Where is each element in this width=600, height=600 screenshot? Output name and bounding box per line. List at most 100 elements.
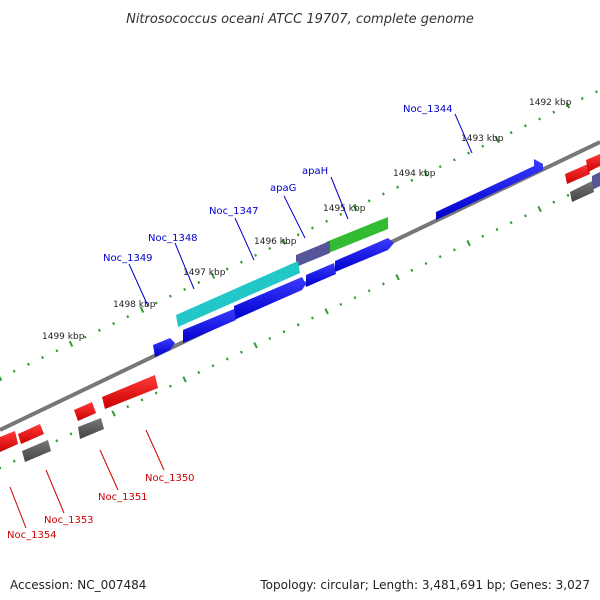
tick-mark-minor: [83, 335, 87, 339]
label-noc1347[interactable]: Noc_1347: [209, 206, 259, 217]
gene-noc1350[interactable]: [102, 375, 158, 409]
tick-mark-minor: [12, 459, 16, 463]
tick-mark-minor: [552, 110, 556, 114]
tick-mark-minor: [538, 117, 542, 121]
tick-mark-minor: [268, 246, 272, 251]
tick-mark-minor: [566, 193, 570, 197]
gene-noc1349[interactable]: [153, 338, 175, 357]
tick-mark-major: [253, 342, 258, 349]
tick-mark-major: [0, 375, 3, 382]
gene-right-edge-purple[interactable]: [592, 172, 600, 190]
tick-mark-major: [494, 136, 500, 143]
tick-mark-minor: [183, 287, 187, 291]
tick-mark-minor: [310, 316, 314, 320]
tick-mark-minor: [140, 398, 144, 402]
gene-rna-lower[interactable]: [22, 440, 51, 462]
tick-label-1496: 1496 kbp: [254, 237, 297, 247]
tick-mark-major: [466, 239, 471, 247]
gene-forward-3[interactable]: [183, 309, 236, 343]
map-title: Nitrosococcus oceani ATCC 19707, complet…: [126, 12, 474, 27]
reverse-gene-labels: Noc_1350 Noc_1351 Noc_1353 Noc_1354: [7, 429, 195, 541]
tick-mark-minor: [339, 212, 343, 216]
forward-gene-labels: Noc_1344 apaH apaG Noc_1347 Noc_1348 Noc…: [103, 104, 473, 307]
tick-mark-minor: [410, 268, 414, 272]
gene-right-edge-gray[interactable]: [570, 181, 594, 202]
tick-mark-minor: [552, 200, 556, 204]
tick-mark-minor: [310, 226, 314, 230]
tick-mark-minor: [296, 233, 300, 237]
tick-mark-major: [281, 238, 287, 245]
tick-label-1494: 1494 kbp: [393, 169, 436, 179]
label-noc1348[interactable]: Noc_1348: [148, 233, 198, 244]
tick-mark-minor: [438, 255, 442, 259]
gene-noc1348[interactable]: [234, 277, 306, 320]
tick-mark-minor: [239, 260, 243, 264]
tick-mark-major: [68, 340, 74, 348]
label-noc1349[interactable]: Noc_1349: [103, 253, 153, 264]
gene-noc1354[interactable]: [0, 431, 18, 452]
tick-mark-minor: [112, 321, 116, 325]
tick-mark-minor: [509, 131, 513, 135]
tick-mark-minor: [438, 165, 442, 169]
label-noc1344[interactable]: Noc_1344: [403, 104, 453, 115]
gene-noc1344[interactable]: [436, 159, 543, 220]
tick-mark-minor: [367, 199, 371, 203]
gene-noc1353[interactable]: [18, 424, 44, 444]
tick-mark-minor: [197, 281, 201, 285]
tick-mark-minor: [154, 301, 158, 305]
tick-mark-minor: [452, 158, 456, 162]
tick-mark-major: [324, 308, 329, 315]
tick-mark-minor: [126, 405, 130, 409]
accession-text: Accession: NC_007484: [10, 578, 147, 592]
tick-mark-minor: [268, 336, 272, 341]
tick-mark-major: [395, 273, 400, 281]
tick-mark-minor: [254, 253, 258, 257]
tick-label-1493: 1493 kbp: [461, 134, 504, 144]
tick-mark-minor: [353, 296, 357, 300]
gene-apag[interactable]: [296, 241, 330, 267]
tick-mark-minor: [580, 97, 584, 101]
tick-mark-minor: [282, 330, 286, 334]
tick-mark-minor: [211, 364, 215, 368]
label-noc1353[interactable]: Noc_1353: [44, 515, 94, 526]
gene-forward-2[interactable]: [306, 263, 336, 287]
tick-mark-minor: [296, 323, 300, 327]
gene-noc1347-highlight[interactable]: [176, 261, 300, 327]
tick-mark-major: [352, 204, 358, 211]
gene-noc1352-rna[interactable]: [78, 418, 104, 439]
tick-mark-minor: [41, 356, 45, 360]
tick-mark-minor: [495, 227, 499, 231]
label-apag[interactable]: apaG: [270, 183, 296, 194]
gene-right-edge-red-2[interactable]: [586, 154, 600, 172]
tick-mark-minor: [225, 357, 229, 361]
gene-noc1351[interactable]: [74, 402, 96, 421]
tick-mark-minor: [396, 185, 400, 189]
label-apah[interactable]: apaH: [302, 166, 328, 177]
tick-mark-minor: [381, 282, 385, 286]
tick-mark-minor: [339, 302, 343, 306]
tick-mark-minor: [168, 294, 172, 298]
tick-mark-minor: [197, 371, 201, 375]
tick-mark-minor: [325, 219, 329, 223]
label-noc1351[interactable]: Noc_1351: [98, 492, 148, 503]
tick-mark-major: [537, 205, 542, 213]
label-noc1354[interactable]: Noc_1354: [7, 530, 57, 541]
tick-label-1499: 1499 kbp: [42, 332, 85, 342]
tick-mark-major: [210, 272, 216, 279]
tick-mark-minor: [126, 315, 130, 319]
gene-right-edge-red-1[interactable]: [565, 164, 590, 184]
tick-mark-minor: [594, 90, 598, 94]
tick-mark-minor: [509, 221, 513, 225]
gene-noc1345[interactable]: [335, 238, 394, 272]
tick-mark-minor: [69, 432, 73, 436]
tick-mark-minor: [367, 289, 371, 293]
gene-noc1346-apah[interactable]: [326, 217, 388, 254]
tick-mark-minor: [424, 261, 428, 266]
label-noc1350[interactable]: Noc_1350: [145, 473, 195, 484]
tick-mark-major: [182, 376, 187, 383]
tick-mark-minor: [0, 466, 2, 470]
tick-label-1497: 1497 kbp: [183, 268, 226, 278]
reverse-genes: [0, 154, 600, 462]
tick-mark-minor: [168, 384, 172, 388]
